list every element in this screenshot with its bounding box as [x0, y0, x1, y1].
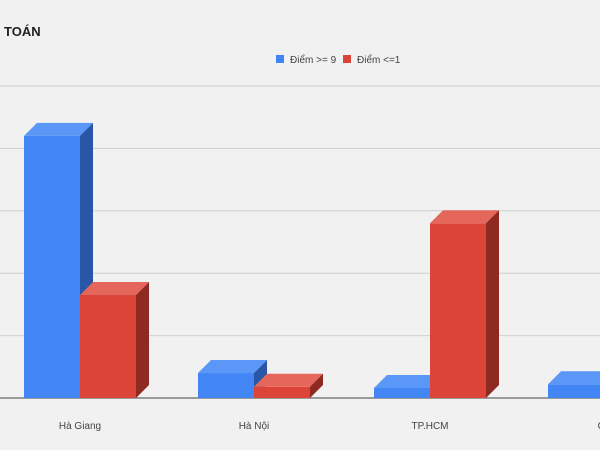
bars	[24, 122, 600, 399]
chart-title: TOÁN	[4, 24, 41, 39]
x-tick-label: TP.HCM	[411, 421, 448, 432]
bar-diem-le-1-1	[254, 373, 323, 398]
x-tick-label: Hà Nội	[239, 421, 270, 432]
legend: Điểm >= 9 Điểm <=1	[276, 54, 401, 66]
bar-diem-ge-9-3	[548, 371, 600, 398]
bar-diem-le-1-2	[430, 210, 499, 398]
bar-diem-le-1-0	[80, 282, 149, 398]
legend-swatch-series-0	[276, 55, 284, 63]
legend-label-series-1: Điểm <=1	[357, 54, 401, 66]
legend-swatch-series-1	[343, 55, 351, 63]
legend-label-series-0: Điểm >= 9	[290, 54, 337, 66]
x-axis-tick-labels: Hà Giang Hà Nội TP.HCM Cả	[59, 421, 600, 432]
x-tick-label: Hà Giang	[59, 421, 101, 432]
x-tick-label: Cả	[598, 421, 600, 432]
bar-diem-ge-9-1	[198, 360, 267, 398]
